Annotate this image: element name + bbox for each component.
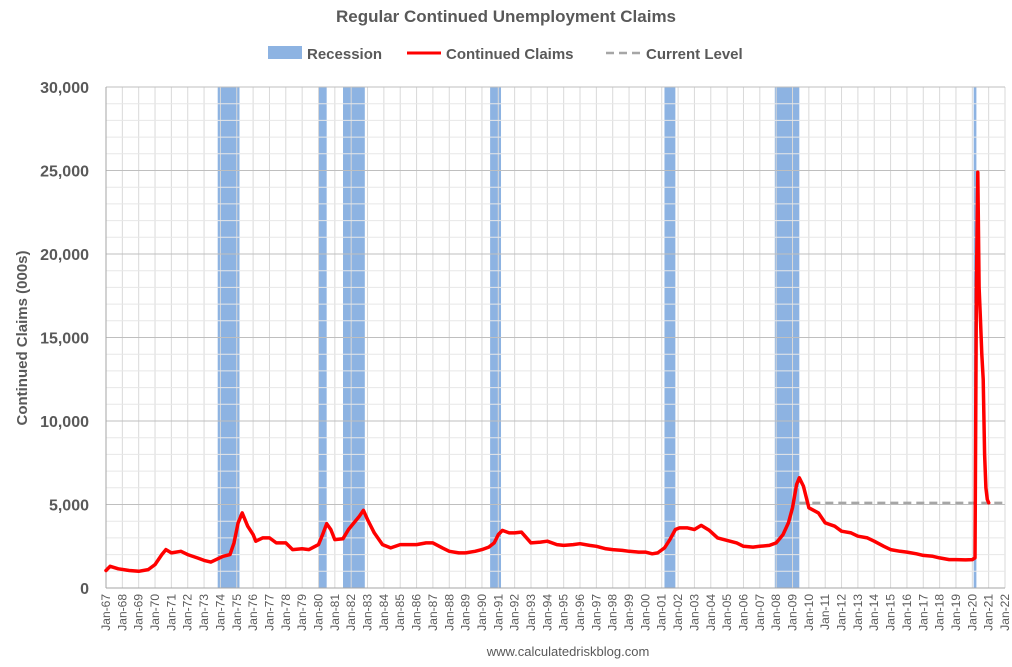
x-tick-label: Jan-12 <box>835 594 849 631</box>
x-tick-label: Jan-20 <box>965 594 979 631</box>
x-tick-label: Jan-96 <box>573 594 587 631</box>
x-tick-label: Jan-18 <box>933 594 947 631</box>
y-tick-label: 5,000 <box>49 498 89 515</box>
x-tick-label: Jan-81 <box>328 594 342 631</box>
x-tick-label: Jan-74 <box>213 594 227 631</box>
x-tick-label: Jan-85 <box>393 594 407 631</box>
x-tick-label: Jan-13 <box>851 594 865 631</box>
x-tick-label: Jan-70 <box>148 594 162 631</box>
x-tick-label: Jan-98 <box>606 594 620 631</box>
x-tick-label: Jan-07 <box>753 594 767 631</box>
x-tick-label: Jan-71 <box>164 594 178 631</box>
x-tick-label: Jan-11 <box>818 594 832 630</box>
x-tick-label: Jan-69 <box>132 594 146 631</box>
x-tick-label: Jan-79 <box>295 594 309 631</box>
x-tick-label: Jan-88 <box>442 594 456 631</box>
y-tick-label: 0 <box>80 581 89 598</box>
x-tick-label: Jan-99 <box>622 594 636 631</box>
y-axis-label: Continued Claims (000s) <box>14 250 31 425</box>
y-tick-label: 10,000 <box>40 414 89 431</box>
source-footer: www.calculatedriskblog.com <box>486 644 650 659</box>
legend-label-claims: Continued Claims <box>446 46 574 63</box>
x-tick-label: Jan-14 <box>867 594 881 631</box>
x-tick-label: Jan-83 <box>361 594 375 631</box>
y-tick-label: 15,000 <box>40 331 89 348</box>
x-tick-label: Jan-76 <box>246 594 260 631</box>
x-tick-label: Jan-05 <box>720 594 734 631</box>
legend-swatch-recession <box>268 46 302 59</box>
x-tick-label: Jan-95 <box>557 594 571 631</box>
x-tick-label: Jan-97 <box>589 594 603 631</box>
x-tick-label: Jan-19 <box>949 594 963 631</box>
x-tick-label: Jan-04 <box>704 594 718 631</box>
legend-label-recession: Recession <box>307 46 382 63</box>
y-tick-label: 20,000 <box>40 247 89 264</box>
x-tick-label: Jan-87 <box>426 594 440 631</box>
x-tick-label: Jan-68 <box>115 594 129 631</box>
x-tick-label: Jan-06 <box>736 594 750 631</box>
x-tick-label: Jan-92 <box>508 594 522 631</box>
x-tick-label: Jan-15 <box>884 594 898 631</box>
x-tick-label: Jan-00 <box>638 594 652 631</box>
x-tick-label: Jan-93 <box>524 594 538 631</box>
x-tick-label: Jan-77 <box>262 594 276 631</box>
x-tick-label: Jan-91 <box>491 594 505 631</box>
x-tick-label: Jan-78 <box>279 594 293 631</box>
y-tick-label: 25,000 <box>40 164 89 181</box>
chart-title: Regular Continued Unemployment Claims <box>336 7 676 26</box>
x-tick-label: Jan-82 <box>344 594 358 631</box>
x-tick-label: Jan-22 <box>998 594 1012 631</box>
x-tick-label: Jan-17 <box>916 594 930 631</box>
x-tick-label: Jan-02 <box>671 594 685 631</box>
legend-label-current-level: Current Level <box>646 46 743 63</box>
x-tick-label: Jan-80 <box>311 594 325 631</box>
y-tick-label: 30,000 <box>40 80 89 97</box>
x-tick-label: Jan-84 <box>377 594 391 631</box>
x-tick-label: Jan-73 <box>197 594 211 631</box>
x-tick-label: Jan-86 <box>410 594 424 631</box>
x-tick-label: Jan-89 <box>459 594 473 631</box>
series-line-continued-claims <box>104 170 991 574</box>
x-tick-label: Jan-09 <box>786 594 800 631</box>
x-tick-label: Jan-67 <box>99 594 113 631</box>
x-tick-label: Jan-90 <box>475 594 489 631</box>
plot-area: Jan-67 Jan-68 Jan-69 Jan-70 Jan-71 Jan-72 Jan-… <box>40 80 1012 631</box>
chart-legend: Recession Continued Claims Current Level <box>268 46 743 63</box>
x-tick-label: Jan-72 <box>181 594 195 631</box>
x-tick-label: Jan-10 <box>802 594 816 631</box>
x-tick-label: Jan-94 <box>540 594 554 631</box>
x-tick-label: Jan-16 <box>900 594 914 631</box>
x-tick-label: Jan-21 <box>982 594 996 631</box>
x-tick-label: Jan-01 <box>655 594 669 631</box>
x-tick-label: Jan-03 <box>687 594 701 631</box>
x-tick-label: Jan-08 <box>769 594 783 631</box>
x-tick-label: Jan-75 <box>230 594 244 631</box>
